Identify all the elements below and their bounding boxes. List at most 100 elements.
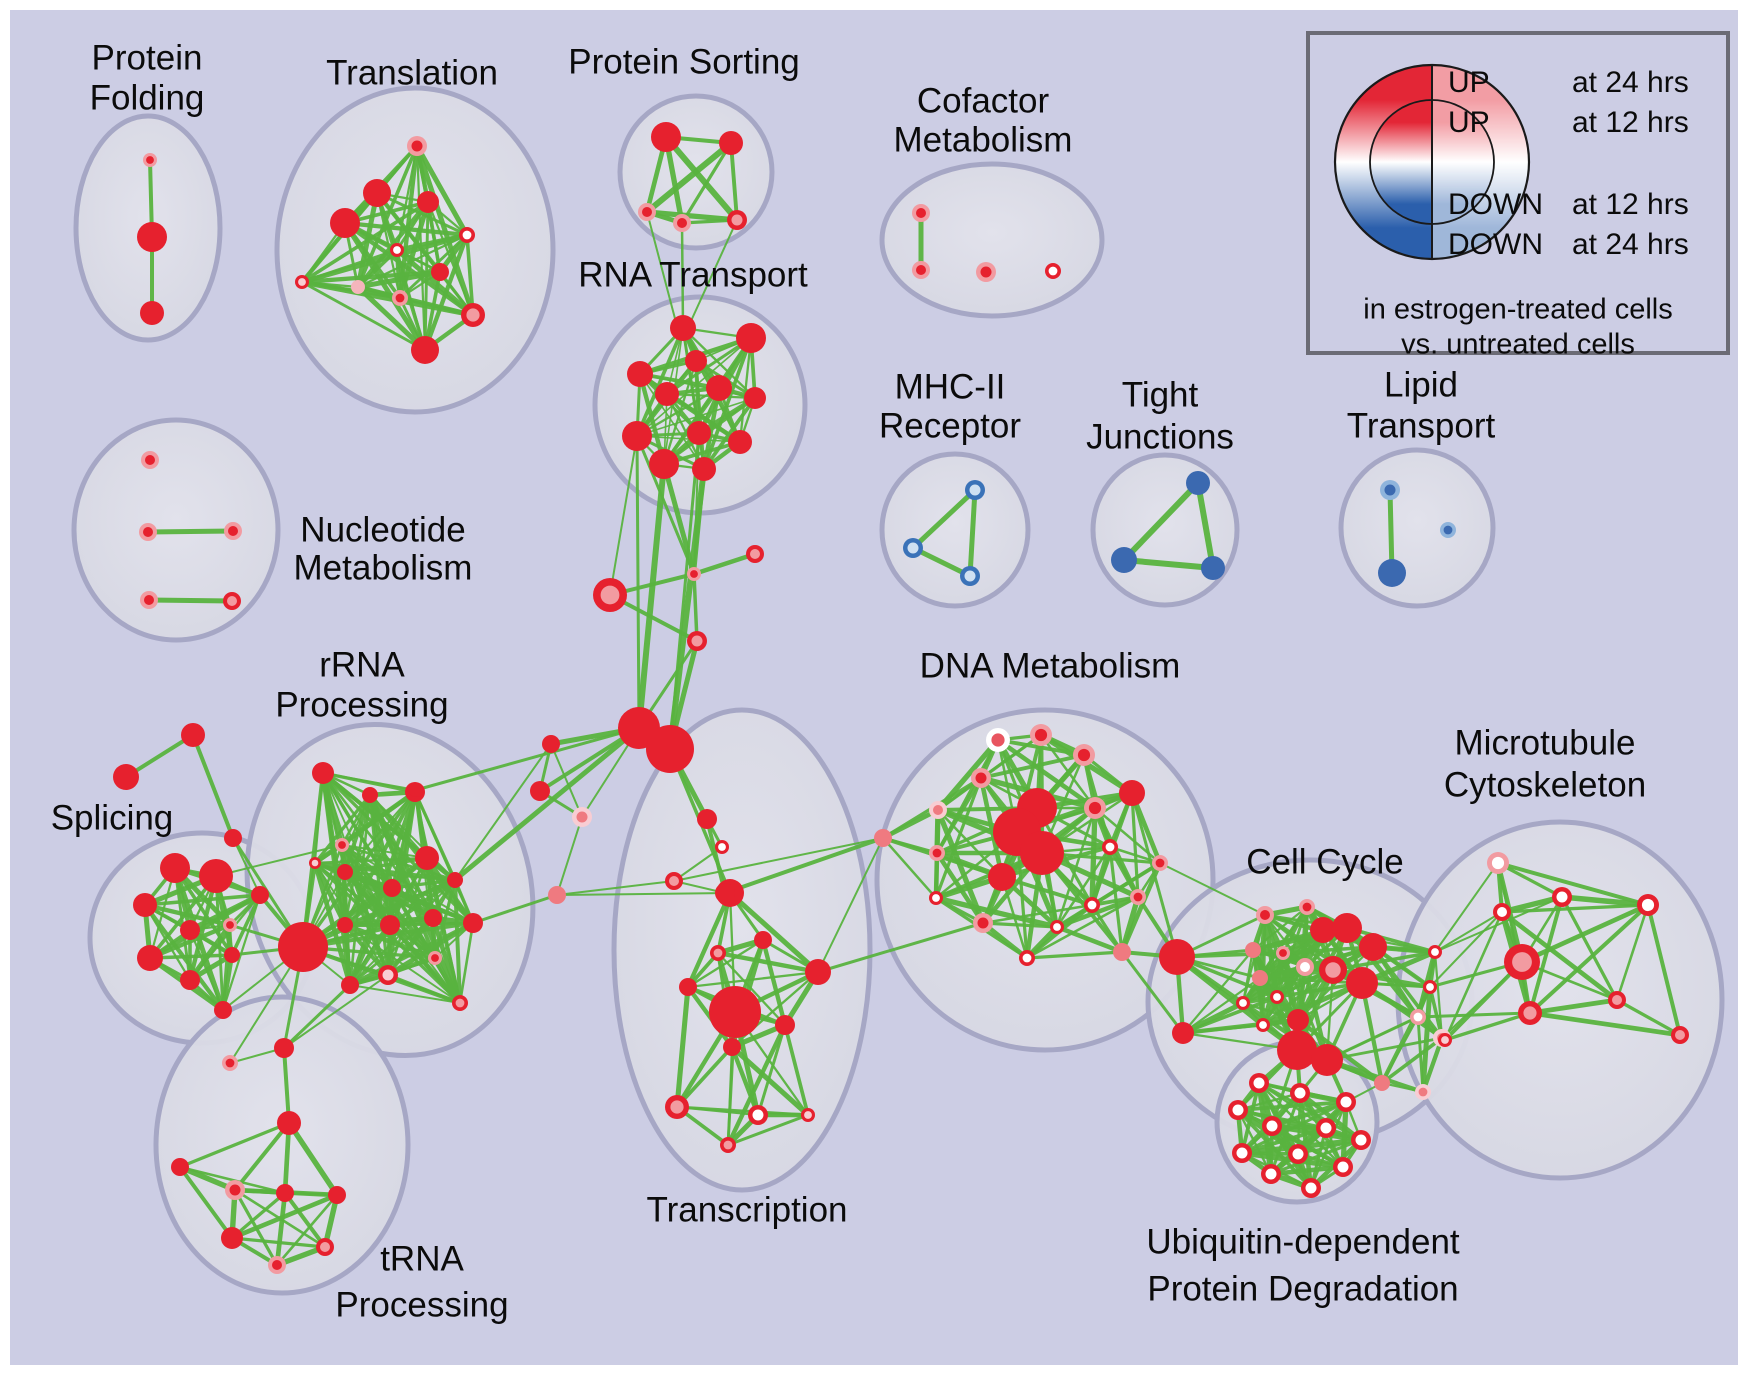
edge-microtubule-cytoskeleton xyxy=(1615,903,1650,1002)
edge-backbone xyxy=(1416,1011,1532,1019)
edge-splicing xyxy=(148,953,234,960)
edge-rna-transport xyxy=(681,326,757,400)
cluster-label-trna-processing: tRNA xyxy=(380,1239,464,1278)
edge-dna-metabolism xyxy=(1090,903,1124,954)
edge-dna-metabolism xyxy=(981,921,1059,929)
network-node xyxy=(312,762,334,784)
network-node-core xyxy=(1431,948,1439,956)
edge-dna-metabolism xyxy=(1054,924,1125,955)
network-node xyxy=(548,886,566,904)
edge-transcription xyxy=(727,890,821,975)
network-node-core xyxy=(690,570,698,578)
cluster-label-ubiquitin-degradation: Protein Degradation xyxy=(1147,1269,1458,1308)
network-node-core xyxy=(669,876,679,886)
cluster-label-protein-sorting: Protein Sorting xyxy=(568,42,800,81)
network-node xyxy=(341,976,359,994)
edge-rrna-processing xyxy=(341,844,474,924)
edge-translation xyxy=(414,143,476,318)
edge-rrna-processing xyxy=(341,844,428,859)
network-node xyxy=(133,893,157,917)
network-node-core xyxy=(916,208,926,218)
edge-rrna-processing xyxy=(301,921,475,949)
edge-rna-transport xyxy=(702,336,753,471)
edge-cell-cycle xyxy=(1241,948,1255,1005)
edge-rrna-processing xyxy=(340,843,457,882)
edge-cell-cycle xyxy=(1180,1017,1301,1036)
network-node xyxy=(199,859,233,893)
network-node xyxy=(697,809,717,829)
edge-backbone xyxy=(673,837,884,882)
network-node-core xyxy=(431,954,439,962)
network-node-core xyxy=(1273,993,1281,1001)
edge-cell-cycle xyxy=(1281,945,1375,955)
network-node xyxy=(137,945,163,971)
edge-mhc-ii-receptor xyxy=(910,487,978,551)
edge-rrna-processing xyxy=(349,879,456,986)
network-node-core xyxy=(1320,1122,1332,1134)
network-node-core xyxy=(1133,892,1143,902)
edge-ubiquitin-degradation xyxy=(1269,1138,1363,1176)
edge-dna-metabolism xyxy=(979,753,1086,780)
edge-cell-cycle xyxy=(1433,950,1444,1040)
edge-cell-cycle xyxy=(1325,1036,1444,1062)
edge-microtubule-cytoskeleton xyxy=(1496,861,1650,907)
network-node xyxy=(1201,556,1225,580)
edge-trna-processing xyxy=(275,1193,339,1267)
network-node-core xyxy=(1497,907,1507,917)
network-node-core xyxy=(804,1111,812,1119)
network-node xyxy=(337,917,353,933)
edge-rrna-processing xyxy=(343,878,457,927)
edge-protein-sorting xyxy=(680,141,733,225)
cluster-label-nucleotide-metabolism: Metabolism xyxy=(294,548,473,587)
edge-backbone xyxy=(668,431,701,751)
edge-dna-metabolism xyxy=(1025,950,1124,960)
edge-transcription xyxy=(729,1044,811,1118)
network-node-core xyxy=(991,733,1005,747)
edge-rrna-processing xyxy=(339,842,438,961)
network-node-core xyxy=(1384,484,1396,496)
edge-rrna-processing xyxy=(386,878,457,977)
network-node xyxy=(1111,547,1137,573)
edge-splicing xyxy=(188,893,262,982)
network-node xyxy=(670,315,696,341)
edge-rrna-processing xyxy=(413,790,457,882)
edge-dna-metabolism xyxy=(1055,845,1112,929)
edge-microtubule-cytoskeleton xyxy=(1519,902,1651,965)
network-node-core xyxy=(1259,1021,1267,1029)
edge-mhc-ii-receptor xyxy=(910,545,973,579)
network-node-core xyxy=(311,859,319,867)
edge-transcription xyxy=(716,951,787,1027)
edge-dna-metabolism xyxy=(881,836,938,900)
network-node-core xyxy=(1048,266,1058,276)
edge-splicing xyxy=(143,893,262,907)
edge-splicing xyxy=(230,893,262,957)
network-node xyxy=(1252,970,1268,986)
edge-rna-transport xyxy=(702,396,757,471)
legend-direction-label: UP xyxy=(1448,66,1490,99)
cluster-label-ubiquitin-degradation: Ubiquitin-dependent xyxy=(1146,1222,1460,1261)
cluster-label-mhc-ii-receptor: MHC-II xyxy=(895,367,1006,406)
edge-backbone xyxy=(685,219,738,333)
network-node-core xyxy=(1266,1120,1278,1132)
network-node xyxy=(463,913,483,933)
network-node-core xyxy=(1294,1087,1306,1099)
network-node xyxy=(351,280,365,294)
network-node xyxy=(424,909,442,927)
edge-trna-processing xyxy=(230,1236,327,1249)
network-node-core xyxy=(143,527,153,537)
cluster-label-splicing: Splicing xyxy=(51,798,174,837)
network-node-core xyxy=(462,230,472,240)
edge-backbone xyxy=(124,733,195,779)
network-node-core xyxy=(228,526,238,536)
network-node xyxy=(542,735,560,753)
edge-cell-cycle xyxy=(1261,968,1335,1027)
network-node xyxy=(805,959,831,985)
edge-dna-metabolism xyxy=(880,807,941,841)
legend-caption: vs. untreated cells xyxy=(1401,329,1635,361)
network-node-core xyxy=(1641,898,1655,912)
edge-splicing xyxy=(148,874,218,960)
edge-cell-cycle xyxy=(1251,905,1309,952)
edge-backbone xyxy=(282,983,352,1050)
network-node xyxy=(744,387,766,409)
network-node-core xyxy=(1340,1096,1352,1108)
